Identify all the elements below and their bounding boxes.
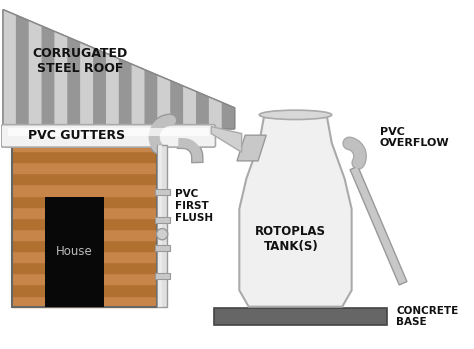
Polygon shape bbox=[106, 53, 119, 129]
Polygon shape bbox=[55, 31, 67, 129]
Polygon shape bbox=[222, 102, 235, 129]
FancyBboxPatch shape bbox=[1, 125, 216, 147]
Polygon shape bbox=[145, 69, 157, 129]
Text: PVC
OVERFLOW: PVC OVERFLOW bbox=[380, 127, 449, 148]
Bar bbox=[155, 245, 170, 251]
Bar bbox=[12, 263, 157, 273]
Bar bbox=[12, 252, 157, 262]
Bar bbox=[214, 307, 387, 325]
Bar bbox=[8, 128, 209, 136]
Bar bbox=[12, 185, 157, 195]
Polygon shape bbox=[237, 135, 266, 161]
Text: PVC
FIRST
FLUSH: PVC FIRST FLUSH bbox=[175, 190, 213, 223]
Polygon shape bbox=[67, 37, 80, 129]
Bar bbox=[12, 240, 157, 251]
Circle shape bbox=[156, 229, 168, 240]
Ellipse shape bbox=[259, 110, 332, 119]
Polygon shape bbox=[211, 127, 242, 152]
Polygon shape bbox=[3, 9, 235, 129]
Bar bbox=[12, 218, 157, 229]
Polygon shape bbox=[183, 86, 196, 129]
Text: House: House bbox=[56, 245, 93, 258]
Text: ROTOPLAS
TANK(S): ROTOPLAS TANK(S) bbox=[255, 225, 326, 253]
Polygon shape bbox=[93, 48, 106, 129]
Polygon shape bbox=[209, 97, 222, 129]
Polygon shape bbox=[119, 59, 132, 129]
Bar bbox=[12, 296, 157, 307]
Bar bbox=[12, 129, 157, 307]
Bar bbox=[45, 197, 104, 307]
Bar bbox=[12, 151, 157, 162]
Bar bbox=[12, 274, 157, 284]
Polygon shape bbox=[132, 64, 145, 129]
Bar bbox=[155, 274, 170, 279]
Polygon shape bbox=[157, 75, 170, 129]
Text: PVC GUTTERS: PVC GUTTERS bbox=[28, 129, 125, 142]
Bar bbox=[158, 145, 162, 307]
Bar bbox=[12, 140, 157, 151]
Bar bbox=[12, 174, 157, 184]
Polygon shape bbox=[3, 9, 16, 129]
Bar bbox=[12, 207, 157, 218]
Bar bbox=[12, 163, 157, 173]
Polygon shape bbox=[80, 42, 93, 129]
Polygon shape bbox=[42, 26, 55, 129]
Bar bbox=[12, 196, 157, 207]
Bar bbox=[12, 285, 157, 296]
Bar bbox=[155, 217, 170, 223]
Text: CORRUGATED
STEEL ROOF: CORRUGATED STEEL ROOF bbox=[33, 47, 128, 75]
Bar bbox=[157, 145, 167, 307]
Bar bbox=[12, 129, 157, 140]
Polygon shape bbox=[239, 117, 352, 307]
Polygon shape bbox=[16, 15, 29, 129]
Polygon shape bbox=[29, 21, 42, 129]
Polygon shape bbox=[196, 91, 209, 129]
Text: CONCRETE
BASE: CONCRETE BASE bbox=[396, 306, 458, 327]
Bar bbox=[12, 229, 157, 240]
Polygon shape bbox=[350, 166, 407, 285]
Polygon shape bbox=[170, 81, 183, 129]
Bar bbox=[155, 189, 170, 195]
